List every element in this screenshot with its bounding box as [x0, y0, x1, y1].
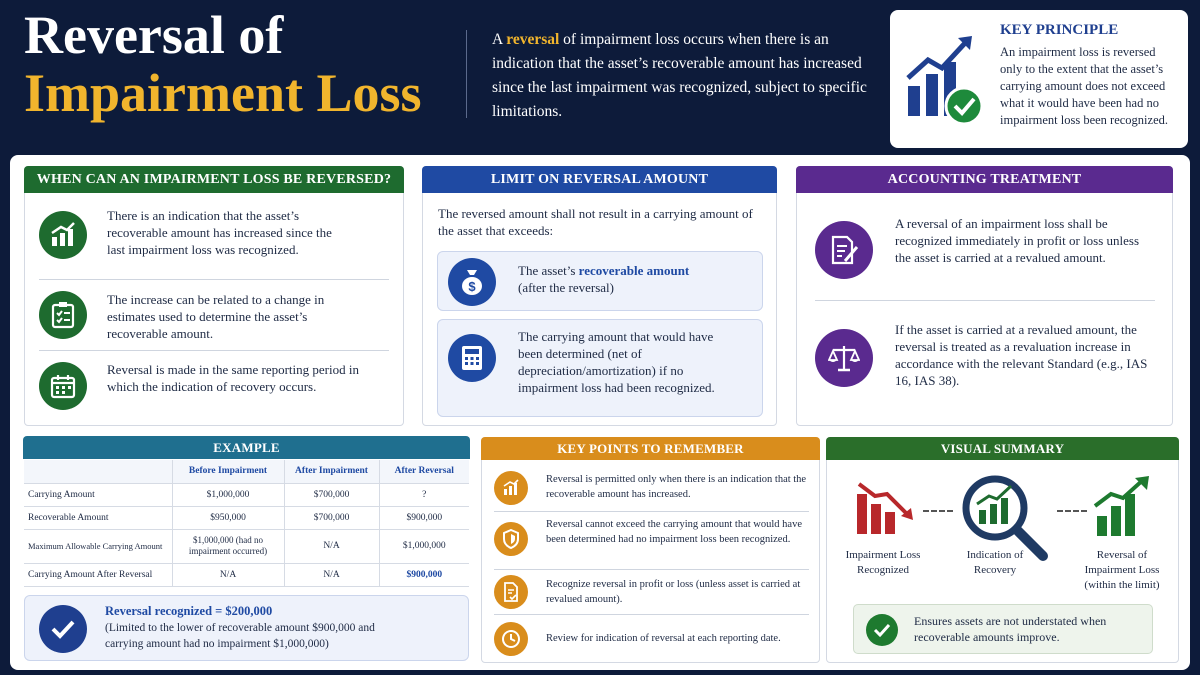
visual-summary-card: VISUAL SUMMARY Impairment Loss Recognize…	[826, 437, 1179, 663]
limit-intro: The reversed amount shall not result in …	[438, 206, 753, 238]
divider	[494, 614, 809, 615]
arrow-connector	[1057, 510, 1087, 512]
magnifier-recovery-icon	[962, 475, 1048, 561]
calculator-icon	[448, 334, 496, 382]
table-row: Maximum Allowable Carrying Amount $1,000…	[24, 529, 469, 564]
when-item-1: There is an indication that the asset’s …	[107, 208, 332, 257]
limit-box-2-text: The carrying amount that would have been…	[518, 329, 715, 395]
table-header-row: Before Impairment After Impairment After…	[24, 460, 469, 484]
header-divider	[466, 30, 467, 118]
recovery-growth-icon	[1093, 476, 1149, 536]
table-row: Recoverable Amount $950,000 $700,000 $90…	[24, 506, 469, 530]
clock-icon	[494, 622, 528, 656]
divider	[815, 300, 1155, 301]
limit-box-2: The carrying amount that would have been…	[437, 319, 763, 417]
divider	[494, 569, 809, 570]
result-text: (Limited to the lower of recoverable amo…	[105, 622, 375, 650]
main-panel: WHEN CAN AN IMPAIRMENT LOSS BE REVERSED?…	[10, 155, 1190, 670]
when-card-title: WHEN CAN AN IMPAIRMENT LOSS BE REVERSED?	[24, 166, 404, 193]
table-row: Carrying Amount After Reversal N/A N/A $…	[24, 563, 469, 587]
title-line-1: Reversal of	[24, 5, 284, 65]
summary-note: Ensures assets are not understated when …	[914, 614, 1107, 644]
divider	[39, 350, 389, 351]
example-table: Before Impairment After Impairment After…	[24, 460, 469, 587]
divider	[39, 279, 389, 280]
chart-up-icon	[39, 211, 87, 259]
calendar-icon	[39, 362, 87, 410]
table-row: Carrying Amount $1,000,000 $700,000 ?	[24, 483, 469, 507]
example-title: EXAMPLE	[23, 436, 470, 459]
summary-step-2: Indication of Recovery	[966, 549, 1024, 576]
when-item-2: The increase can be related to a change …	[107, 292, 325, 341]
accounting-card: ACCOUNTING TREATMENT A reversal of an im…	[796, 166, 1173, 426]
document-check-icon	[494, 575, 528, 609]
money-bag-icon: $	[448, 258, 496, 306]
summary-step-3: Reversal of Impairment Loss (within the …	[1084, 549, 1160, 591]
key-point-2: Reversal cannot exceed the carrying amou…	[546, 519, 802, 545]
key-point-1: Reversal is permitted only when there is…	[546, 474, 807, 500]
clipboard-check-icon	[39, 291, 87, 339]
shield-icon	[494, 522, 528, 556]
key-point-4: Review for indication of reversal at eac…	[546, 633, 781, 644]
summary-note-box: Ensures assets are not understated when …	[853, 604, 1153, 654]
check-icon	[866, 614, 898, 646]
accounting-item-1: A reversal of an impairment loss shall b…	[895, 216, 1140, 265]
summary-step-1: Impairment Loss Recognized	[845, 549, 921, 576]
check-icon	[39, 605, 87, 653]
intro-highlight: reversal	[506, 31, 560, 48]
limit-card-title: LIMIT ON REVERSAL AMOUNT	[422, 166, 777, 193]
impairment-decline-icon	[857, 482, 913, 534]
chart-up-icon	[494, 471, 528, 505]
example-result-box: Reversal recognized = $200,000 (Limited …	[24, 595, 469, 661]
page-title: Reversal of Impairment Loss	[24, 8, 422, 120]
key-principle-card: KEY PRINCIPLE An impairment loss is reve…	[890, 10, 1188, 148]
scales-icon	[815, 329, 873, 387]
result-title: Reversal recognized = $200,000	[105, 604, 273, 618]
divider	[494, 511, 809, 512]
growth-check-icon	[906, 36, 984, 126]
arrow-connector	[923, 510, 953, 512]
visual-summary-title: VISUAL SUMMARY	[826, 437, 1179, 460]
accounting-card-title: ACCOUNTING TREATMENT	[796, 166, 1173, 193]
key-points-card: KEY POINTS TO REMEMBER Reversal is permi…	[481, 437, 820, 663]
key-points-title: KEY POINTS TO REMEMBER	[481, 437, 820, 460]
when-item-3: Reversal is made in the same reporting p…	[107, 362, 359, 394]
key-principle-title: KEY PRINCIPLE	[1000, 22, 1119, 38]
intro-text: A reversal of impairment loss occurs whe…	[492, 31, 867, 120]
title-line-2: Impairment Loss	[24, 63, 422, 123]
example-card: EXAMPLE Before Impairment After Impairme…	[23, 436, 470, 663]
svg-text:$: $	[468, 279, 476, 294]
key-point-3: Recognize reversal in profit or loss (un…	[546, 579, 801, 605]
limit-card: LIMIT ON REVERSAL AMOUNT The reversed am…	[422, 166, 777, 426]
document-pen-icon	[815, 221, 873, 279]
limit-box-1: $ The asset’s recoverable amount (after t…	[437, 251, 763, 311]
recoverable-highlight: recoverable amount	[578, 263, 690, 278]
accounting-item-2: If the asset is carried at a revalued am…	[895, 322, 1148, 388]
key-principle-text: An impairment loss is reversed only to t…	[1000, 45, 1168, 127]
when-card: WHEN CAN AN IMPAIRMENT LOSS BE REVERSED?…	[24, 166, 404, 426]
